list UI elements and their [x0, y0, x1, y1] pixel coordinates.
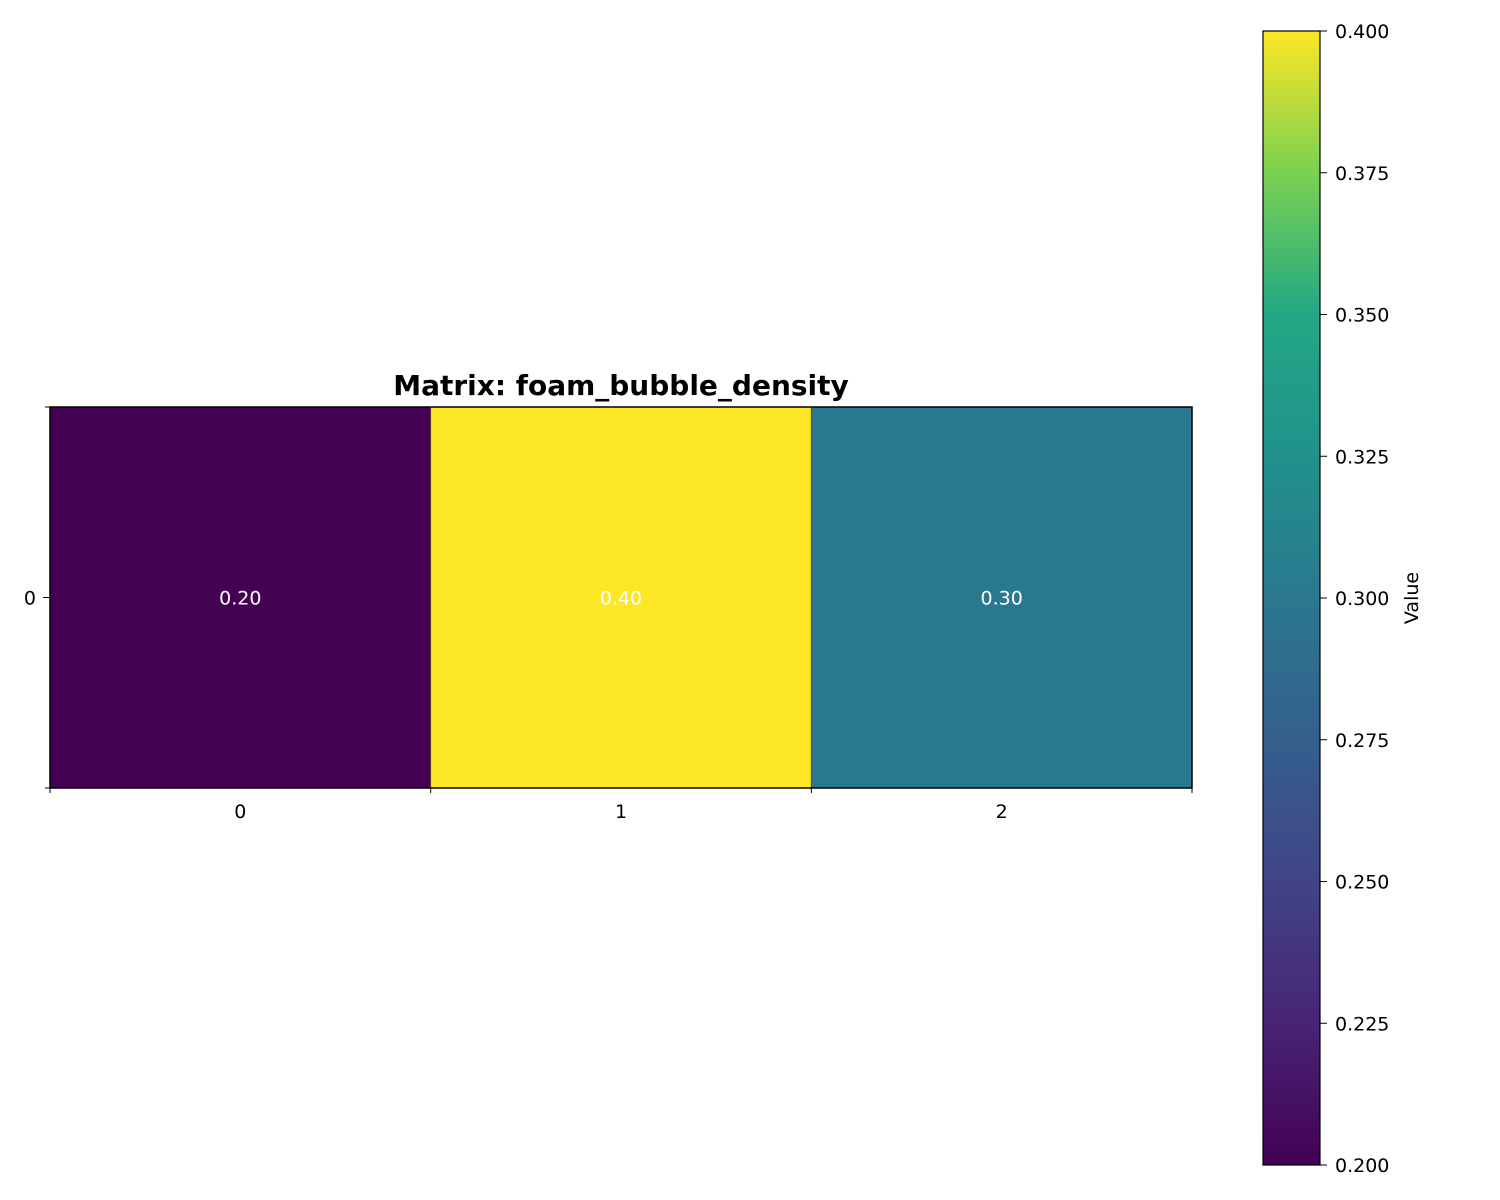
- colorbar-label: Value: [1401, 572, 1423, 624]
- colorbar-tick-label: 0.275: [1335, 730, 1389, 752]
- colorbar-ticks: 0.200 0.225 0.250 0.275 0.300 0.325 0.350 0.375…: [1320, 21, 1389, 1177]
- colorbar-tick-label: 0.325: [1335, 446, 1389, 468]
- heatmap-cell-labels: 0.20 0.40 0.30: [219, 588, 1023, 610]
- colorbar-tick-label: 0.225: [1335, 1013, 1389, 1035]
- heatmap-cell: [49, 406, 432, 789]
- colorbar-tick-label: 0.350: [1335, 305, 1389, 327]
- colorbar-tick-label: 0.400: [1335, 21, 1389, 43]
- colorbar-tick-label: 0.250: [1335, 872, 1389, 894]
- heatmap-cells: [49, 406, 1193, 789]
- heatmap-cell: [430, 406, 812, 789]
- colorbar: [1262, 30, 1321, 1166]
- y-tick-label: 0: [24, 588, 36, 610]
- cell-value-label: 0.30: [981, 588, 1023, 610]
- chart-title: Matrix: foam_bubble_density: [393, 369, 849, 402]
- colorbar-tick-label: 0.375: [1335, 163, 1389, 185]
- x-axis-ticks: 0 1 2: [49, 788, 1193, 823]
- x-tick-label: 1: [615, 801, 627, 823]
- colorbar-tick-label: 0.300: [1335, 588, 1389, 610]
- x-tick-label: 2: [996, 801, 1008, 823]
- y-axis-ticks: 0: [24, 406, 50, 789]
- cell-value-label: 0.20: [219, 588, 261, 610]
- colorbar-tick-label: 0.200: [1335, 1155, 1389, 1177]
- x-tick-label: 0: [234, 801, 246, 823]
- cell-value-label: 0.40: [600, 588, 642, 610]
